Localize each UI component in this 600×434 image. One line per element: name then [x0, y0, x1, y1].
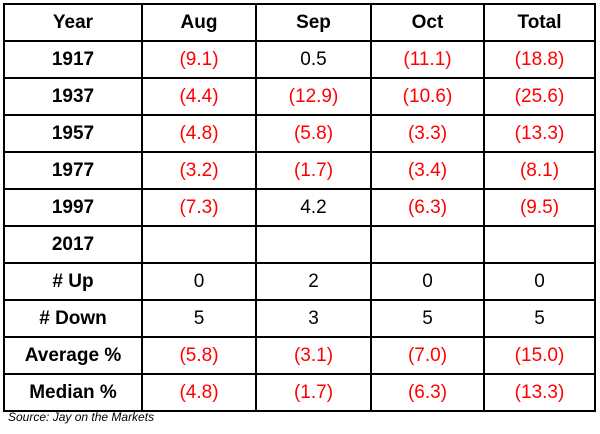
- cell-total: (9.5): [483, 188, 596, 227]
- header-oct: Oct: [370, 3, 485, 42]
- cell-total: (18.8): [483, 40, 596, 79]
- cell-sep: (1.7): [255, 151, 372, 190]
- row-label: 1917: [3, 40, 143, 79]
- table-row: Median % (4.8) (1.7) (6.3) (13.3): [3, 373, 596, 412]
- cell-sep: (5.8): [255, 114, 372, 153]
- row-label: # Down: [3, 299, 143, 338]
- header-year: Year: [3, 3, 143, 42]
- cell-oct: 0: [370, 262, 485, 301]
- header-aug: Aug: [141, 3, 257, 42]
- cell-sep: [255, 225, 372, 264]
- cell-aug: (4.8): [141, 373, 257, 412]
- cell-total: (13.3): [483, 114, 596, 153]
- returns-table-wrapper: Year Aug Sep Oct Total 1917 (9.1) 0.5 (1…: [3, 3, 596, 412]
- table-row: 1937 (4.4) (12.9) (10.6) (25.6): [3, 77, 596, 116]
- cell-oct: (11.1): [370, 40, 485, 79]
- table-row: # Down 5 3 5 5: [3, 299, 596, 338]
- cell-aug: (7.3): [141, 188, 257, 227]
- cell-aug: (3.2): [141, 151, 257, 190]
- cell-oct: 5: [370, 299, 485, 338]
- row-label: 1957: [3, 114, 143, 153]
- row-label: 1977: [3, 151, 143, 190]
- cell-aug: [141, 225, 257, 264]
- header-total: Total: [483, 3, 596, 42]
- table-row: 1977 (3.2) (1.7) (3.4) (8.1): [3, 151, 596, 190]
- header-row: Year Aug Sep Oct Total: [3, 3, 596, 42]
- cell-aug: (9.1): [141, 40, 257, 79]
- table-row: 1957 (4.8) (5.8) (3.3) (13.3): [3, 114, 596, 153]
- returns-table: Year Aug Sep Oct Total 1917 (9.1) 0.5 (1…: [3, 3, 596, 412]
- table-row: 2017: [3, 225, 596, 264]
- cell-oct: (3.3): [370, 114, 485, 153]
- cell-aug: 0: [141, 262, 257, 301]
- row-label: 2017: [3, 225, 143, 264]
- row-label: 1937: [3, 77, 143, 116]
- table-row: # Up 0 2 0 0: [3, 262, 596, 301]
- cell-aug: (4.4): [141, 77, 257, 116]
- row-label: 1997: [3, 188, 143, 227]
- cell-total: (13.3): [483, 373, 596, 412]
- row-label: Median %: [3, 373, 143, 412]
- table-row: Average % (5.8) (3.1) (7.0) (15.0): [3, 336, 596, 375]
- cell-total: [483, 225, 596, 264]
- source-caption: Source: Jay on the Markets: [8, 410, 155, 424]
- cell-oct: (7.0): [370, 336, 485, 375]
- cell-total: (25.6): [483, 77, 596, 116]
- table-row: 1917 (9.1) 0.5 (11.1) (18.8): [3, 40, 596, 79]
- cell-oct: (10.6): [370, 77, 485, 116]
- cell-aug: (4.8): [141, 114, 257, 153]
- cell-sep: 2: [255, 262, 372, 301]
- cell-total: (15.0): [483, 336, 596, 375]
- cell-oct: (3.4): [370, 151, 485, 190]
- cell-oct: (6.3): [370, 373, 485, 412]
- cell-total: (8.1): [483, 151, 596, 190]
- cell-sep: (12.9): [255, 77, 372, 116]
- table-row: 1997 (7.3) 4.2 (6.3) (9.5): [3, 188, 596, 227]
- row-label: # Up: [3, 262, 143, 301]
- cell-sep: (3.1): [255, 336, 372, 375]
- cell-sep: 4.2: [255, 188, 372, 227]
- cell-total: 0: [483, 262, 596, 301]
- cell-oct: [370, 225, 485, 264]
- cell-total: 5: [483, 299, 596, 338]
- cell-sep: (1.7): [255, 373, 372, 412]
- header-sep: Sep: [255, 3, 372, 42]
- cell-aug: (5.8): [141, 336, 257, 375]
- cell-sep: 3: [255, 299, 372, 338]
- cell-aug: 5: [141, 299, 257, 338]
- cell-oct: (6.3): [370, 188, 485, 227]
- row-label: Average %: [3, 336, 143, 375]
- cell-sep: 0.5: [255, 40, 372, 79]
